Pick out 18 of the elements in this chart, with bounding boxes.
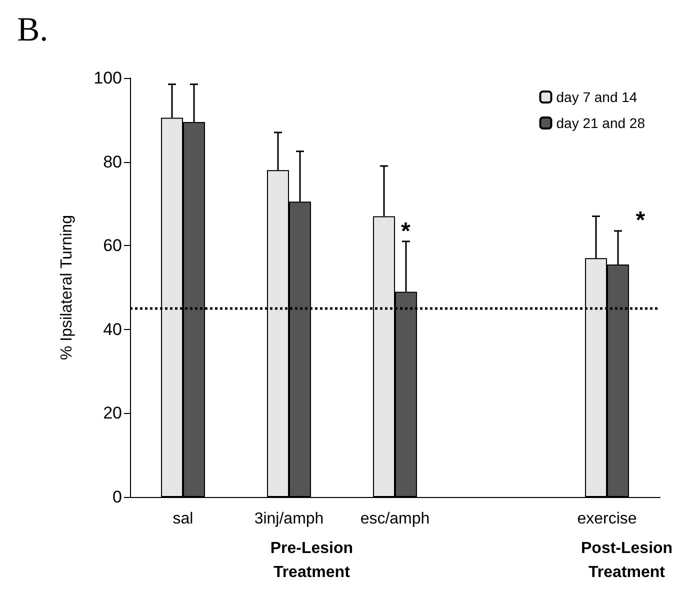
legend-label: day 7 and 14 bbox=[556, 89, 638, 105]
annotation: * bbox=[401, 218, 411, 245]
chart-title: B. bbox=[17, 12, 48, 48]
text: Pre-Lesion Treatment bbox=[270, 540, 354, 581]
text: Post-Lesion Treatment bbox=[580, 540, 673, 581]
annotation: * bbox=[636, 207, 646, 234]
legend-label: day 21 and 28 bbox=[556, 115, 646, 131]
x-tick-label: exercise bbox=[577, 510, 637, 528]
x-tick-label: 3inj/amph bbox=[254, 510, 324, 528]
y-tick-label: 20 bbox=[103, 404, 122, 423]
y-tick-label: 60 bbox=[103, 236, 122, 256]
y-tick-label: 100 bbox=[94, 68, 122, 88]
x-tick-label: sal bbox=[172, 510, 194, 528]
y-tick-label: 40 bbox=[103, 320, 122, 339]
y-tick-label: 0 bbox=[112, 488, 122, 506]
y-tick-label: 80 bbox=[103, 152, 122, 172]
x-tick-label: esc/amph bbox=[360, 510, 430, 528]
y-axis-title: % Ipsilateral Turning bbox=[58, 215, 76, 360]
